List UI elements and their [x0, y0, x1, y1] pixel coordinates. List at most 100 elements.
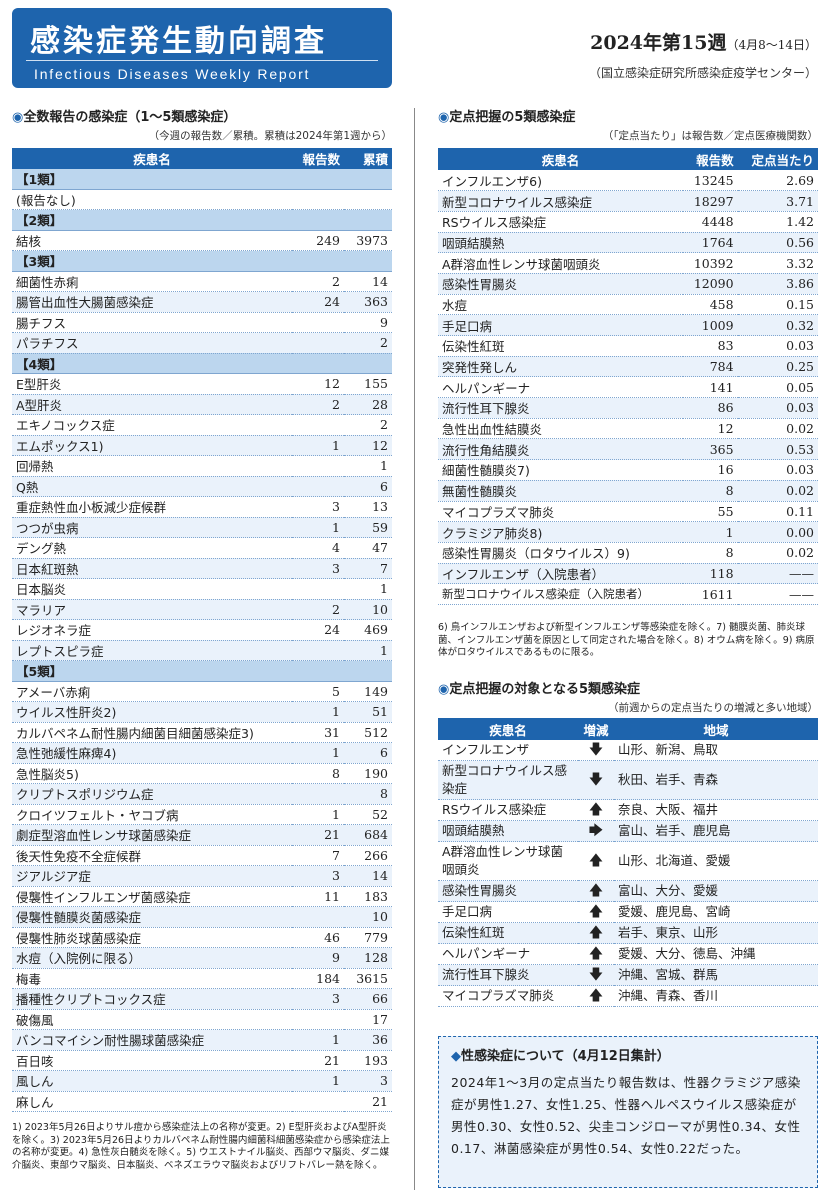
category-row: 【5類】: [12, 660, 392, 682]
trend-cell: 🡅: [578, 841, 614, 881]
table-row: エムポックス1) 1 12: [12, 435, 392, 456]
report-count: 1: [292, 1070, 344, 1092]
sentinel-title-text: 定点把握の5類感染症: [449, 110, 576, 125]
report-count: 21: [292, 824, 344, 846]
table-row: 梅毒 184 3615: [12, 968, 392, 989]
report-count: 4448: [683, 211, 738, 233]
category-label: 【5類】: [12, 660, 392, 682]
disease-name: 梅毒: [12, 968, 292, 989]
right-icon: 🡆: [588, 823, 604, 839]
cumulative-count: 10: [344, 599, 392, 620]
table-row: 腸管出血性大腸菌感染症 24 363: [12, 291, 392, 313]
report-count: 1: [292, 804, 344, 825]
organization: （国立感染症研究所感染症疫学センター）: [588, 66, 817, 80]
down-icon: 🡇: [588, 967, 604, 983]
disease-name: RSウイルス感染症: [438, 799, 578, 821]
all-report-title-text: 全数報告の感染症（1～5類感染症）: [23, 110, 237, 125]
table-row: 重症熱性血小板減少症候群 3 13: [12, 496, 392, 518]
table-row: A型肝炎 2 28: [12, 394, 392, 415]
table-row: 劇症型溶血性レンサ球菌感染症 21 684: [12, 824, 392, 846]
report-count: 24: [292, 619, 344, 641]
disease-name: A群溶血性レンサ球菌咽頭炎: [438, 252, 684, 274]
cumulative-count: 469: [344, 619, 392, 641]
table-row: 伝染性紅斑 83 0.03: [438, 335, 818, 357]
cumulative-count: 52: [344, 804, 392, 825]
report-count: 1: [683, 521, 738, 543]
report-count: [292, 476, 344, 497]
trend-cell: 🡅: [578, 922, 614, 944]
table-row: 咽頭結膜熱 🡆 富山、岩手、鹿児島: [438, 820, 818, 842]
region-list: 沖縄、青森、香川: [614, 985, 818, 1007]
table-row: 侵襲性インフルエンザ菌感染症 11 183: [12, 886, 392, 907]
disease-name: 侵襲性髄膜炎菌感染症: [12, 906, 292, 928]
trend-cell: 🡆: [578, 820, 614, 842]
table-row: RSウイルス感染症 🡅 奈良、大阪、福井: [438, 799, 818, 821]
report-count: 2: [292, 394, 344, 415]
report-count: 46: [292, 927, 344, 948]
cumulative-count: 10: [344, 906, 392, 928]
per-sentinel: 0.32: [737, 314, 818, 336]
per-sentinel: 0.53: [737, 438, 818, 461]
region-list: 山形、新潟、鳥取: [614, 740, 818, 761]
table-row: インフルエンザ6) 13245 2.69: [438, 170, 818, 192]
disease-name: 腸管出血性大腸菌感染症: [12, 291, 292, 313]
cumulative-count: 1: [344, 578, 392, 600]
disease-name: エキノコックス症: [12, 414, 292, 436]
category-row: 【1類】: [12, 168, 392, 190]
disease-name: 日本脳炎: [12, 578, 292, 600]
disease-name: 手足口病: [438, 901, 578, 923]
report-count: [292, 455, 344, 477]
disease-name: 新型コロナウイルス感染症: [438, 190, 684, 212]
report-count: 1: [292, 435, 344, 456]
cumulative-count: 155: [344, 373, 392, 395]
column-header: 定点当たり: [737, 148, 818, 170]
report-count: 458: [683, 294, 738, 316]
disease-name: 伝染性紅斑: [438, 335, 684, 357]
disease-name: ヘルパンギーナ: [438, 376, 684, 399]
per-sentinel: 0.03: [737, 335, 818, 357]
disease-name: マラリア: [12, 599, 292, 620]
up-icon: 🡅: [588, 853, 604, 869]
disease-name: レジオネラ症: [12, 619, 292, 641]
report-count: 1009: [683, 314, 738, 336]
table-row: 感染性胃腸炎（ロタウイルス）9) 8 0.02: [438, 542, 818, 564]
region-list: 奈良、大阪、福井: [614, 799, 818, 821]
category-label: 【3類】: [12, 250, 392, 272]
column-header: 報告数: [292, 148, 344, 169]
table-row: パラチフス 2: [12, 332, 392, 354]
disease-name: 新型コロナウイルス感染症（入院患者）: [438, 583, 684, 605]
disease-name: ウイルス性肝炎2): [12, 701, 292, 723]
region-list: 沖縄、宮城、群馬: [614, 964, 818, 986]
table-row: 流行性耳下腺炎 86 0.03: [438, 397, 818, 419]
per-sentinel: 0.02: [737, 418, 818, 440]
table-row: 播種性クリプトコックス症 3 66: [12, 988, 392, 1010]
cumulative-count: 9: [344, 312, 392, 333]
disease-name: アメーバ赤痢: [12, 681, 292, 702]
disease-name: 細菌性髄膜炎7): [438, 459, 684, 481]
up-icon: 🡅: [588, 802, 604, 818]
table-row: バンコマイシン耐性腸球菌感染症 1 36: [12, 1029, 392, 1051]
cumulative-count: 66: [344, 988, 392, 1010]
report-count: 83: [683, 335, 738, 357]
disease-name: 重症熱性血小板減少症候群: [12, 496, 292, 518]
cumulative-count: 36: [344, 1029, 392, 1051]
table-row: 水痘 458 0.15: [438, 294, 818, 316]
report-count: 12090: [683, 273, 738, 295]
disease-name: 侵襲性肺炎球菌感染症: [12, 927, 292, 948]
table-row: A群溶血性レンサ球菌咽頭炎 🡅 山形、北海道、愛媛: [438, 841, 818, 881]
table-row: 回帰熱 1: [12, 455, 392, 477]
per-sentinel: 3.32: [737, 252, 818, 274]
table-row: ヘルパンギーナ 🡅 愛媛、大分、徳島、沖縄: [438, 943, 818, 965]
cumulative-count: 6: [344, 742, 392, 764]
disease-name: 播種性クリプトコックス症: [12, 988, 292, 1010]
table-row: (報告なし): [12, 189, 392, 210]
cumulative-count: 193: [344, 1050, 392, 1071]
trend-note: （前週からの定点当たりの増減と多い地域）: [608, 702, 818, 714]
report-count: 1611: [683, 583, 738, 605]
report-count: [292, 906, 344, 928]
table-row: ウイルス性肝炎2) 1 51: [12, 701, 392, 723]
disease-name: ジアルジア症: [12, 865, 292, 887]
category-row: 【2類】: [12, 209, 392, 231]
table-row: 伝染性紅斑 🡅 岩手、東京、山形: [438, 922, 818, 944]
disease-name: 流行性角結膜炎: [438, 438, 684, 461]
